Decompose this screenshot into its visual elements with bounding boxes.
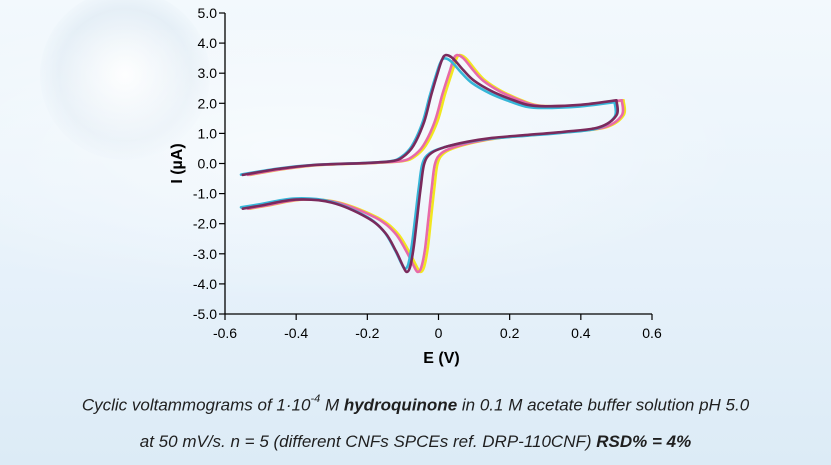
caption-line-2: at 50 mV/s. n = 5 (different CNFs SPCEs … bbox=[0, 432, 831, 452]
chart-axes: 5.0 4.0 3.0 2.0 1.0 0.0 -1.0 -2.0 -3.0 -4.0 -5.0 -0… bbox=[169, 5, 662, 367]
x-tick-label: 0.2 bbox=[500, 325, 520, 341]
y-tick-label: 4.0 bbox=[198, 35, 218, 51]
x-tick-label: 0.4 bbox=[571, 325, 591, 341]
series-2-forward-scan bbox=[246, 53, 624, 177]
y-tick-label: -1.0 bbox=[193, 186, 217, 202]
series-1-reverse-scan bbox=[248, 99, 627, 274]
caption-rsd: RSD% = 4% bbox=[596, 432, 692, 451]
x-tick-label: -0.6 bbox=[213, 325, 237, 341]
series-4-reverse-scan bbox=[241, 99, 620, 274]
chart-curves bbox=[239, 53, 627, 274]
y-tick-label: 5.0 bbox=[198, 5, 218, 21]
caption-text-c: in 0.1 M acetate buffer solution pH 5.0 bbox=[457, 395, 750, 415]
caption-analyte: hydroquinone bbox=[343, 395, 458, 415]
y-tick-label: 0.0 bbox=[198, 156, 218, 172]
y-tick-label: -4.0 bbox=[193, 276, 217, 292]
caption-text-d: at 50 mV/s. n = 5 (different CNFs SPCEs … bbox=[139, 432, 597, 451]
y-tick-label: 1.0 bbox=[198, 125, 218, 141]
y-tick-label: -5.0 bbox=[193, 306, 217, 322]
x-tick-label: -0.2 bbox=[355, 325, 379, 341]
y-tick-label: 2.0 bbox=[198, 95, 218, 111]
caption-text-b: M bbox=[320, 395, 344, 415]
y-tick-label: 3.0 bbox=[198, 65, 218, 81]
cyclic-voltammogram-chart: 5.0 4.0 3.0 2.0 1.0 0.0 -1.0 -2.0 -3.0 -4.0 -5.0 -0… bbox=[169, 5, 662, 367]
y-tick-label: -2.0 bbox=[193, 216, 217, 232]
x-tick-label: -0.4 bbox=[284, 325, 308, 341]
x-tick-label: 0.6 bbox=[642, 325, 662, 341]
caption-line-1: Cyclic voltammograms of 1·10-4 M hydroqu… bbox=[0, 393, 831, 416]
x-tick-label: 0 bbox=[435, 325, 443, 341]
caption-text-a: Cyclic voltammograms of 1·10 bbox=[81, 395, 311, 415]
x-axis-label: E (V) bbox=[423, 350, 459, 367]
caption-exponent: -4 bbox=[310, 393, 321, 405]
y-tick-label: -3.0 bbox=[193, 246, 217, 262]
series-4-forward-scan bbox=[241, 53, 618, 177]
background-swoosh bbox=[0, 30, 831, 330]
y-axis-label: I (µA) bbox=[169, 143, 186, 183]
